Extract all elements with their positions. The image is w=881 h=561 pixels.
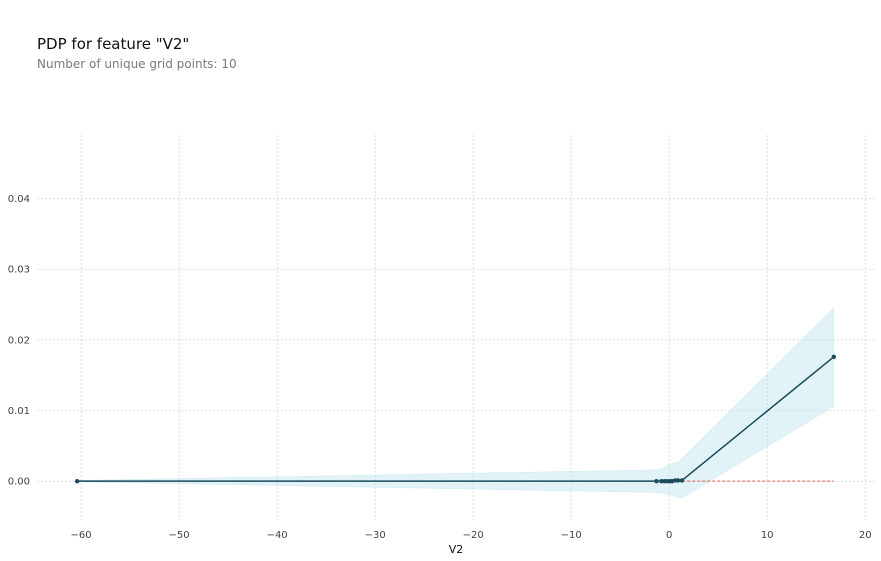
x-tick-label: 10 [761, 530, 774, 541]
grid-lines [37, 135, 875, 520]
x-tick-label: −40 [267, 530, 288, 541]
y-tick-labels: 0.00 0.01 0.02 0.03 0.04 [8, 194, 30, 488]
x-tick-label: −60 [71, 530, 92, 541]
pdp-point [675, 478, 681, 483]
x-tick-label: −20 [463, 530, 484, 541]
x-tick-label: −10 [561, 530, 582, 541]
x-tick-label: −50 [169, 530, 190, 541]
y-tick-label: 0.02 [8, 335, 30, 346]
pdp-point [74, 478, 80, 484]
pdp-point [831, 354, 837, 360]
chart-title: PDP for feature "V2" [37, 35, 190, 53]
x-tick-label: 0 [666, 530, 672, 541]
y-tick-label: 0.04 [8, 194, 30, 205]
y-tick-label: 0.03 [8, 265, 30, 276]
y-tick-label: 0.00 [8, 477, 30, 488]
confidence-band [76, 306, 835, 499]
x-tick-label: 20 [859, 530, 872, 541]
pdp-point [679, 478, 685, 483]
pdp-point [654, 478, 659, 484]
y-tick-label: 0.01 [8, 406, 30, 417]
x-axis-label: V2 [449, 543, 464, 556]
x-tick-label: −30 [365, 530, 386, 541]
series-points-layer [74, 354, 837, 484]
confidence-band-layer [76, 306, 835, 499]
x-tick-labels: −60 −50 −40 −30 −20 −10 0 10 20 [71, 530, 872, 541]
chart-subtitle: Number of unique grid points: 10 [37, 57, 237, 71]
